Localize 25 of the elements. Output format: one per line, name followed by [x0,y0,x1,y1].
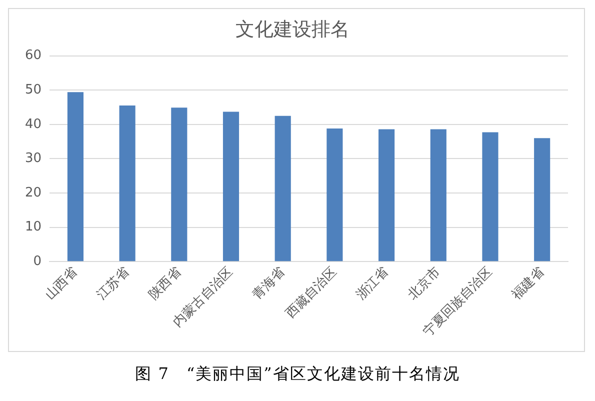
bar [482,132,498,262]
bar [378,129,395,262]
bar [274,116,291,262]
x-tick-label: 江苏省 [94,264,133,303]
bar [326,128,343,262]
y-tick-label: 20 [24,185,42,200]
bar [430,129,446,262]
chart-title: 文化建设排名 [236,18,350,40]
x-tick-label: 陕西省 [146,264,184,303]
y-tick-label: 10 [24,220,42,235]
y-tick-label: 0 [33,254,42,269]
bar [222,112,240,262]
y-tick-label: 60 [24,48,42,64]
x-tick-label: 福建省 [509,264,548,303]
caption: 图 7 “美丽中国”省区文化建设前十名情况 [134,364,461,385]
x-tick-label: 山西省 [42,264,81,303]
bar [171,108,188,262]
x-tick-label: 北京市 [405,264,444,303]
x-tick-label: 浙江省 [354,264,392,303]
bar [67,92,84,262]
y-tick-label: 50 [24,82,42,98]
y-tick-label: 40 [24,116,42,132]
bar [534,138,550,262]
bar [119,106,136,262]
y-tick-label: 30 [24,151,42,166]
